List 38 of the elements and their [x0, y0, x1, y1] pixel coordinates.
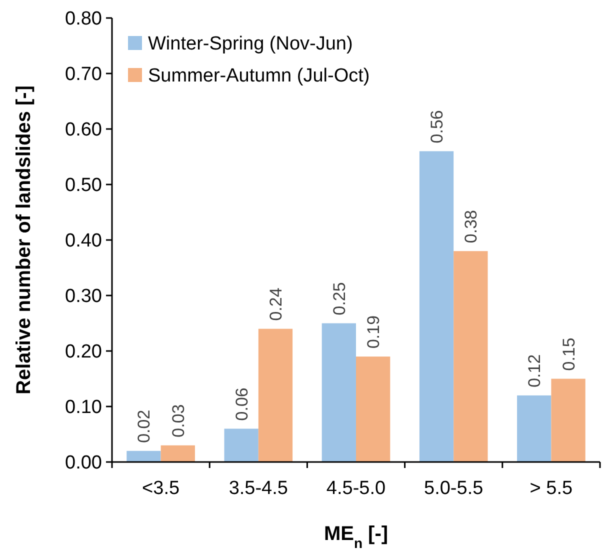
bar: [224, 428, 258, 462]
y-tick-label: 0.20: [65, 342, 102, 363]
bar: [454, 251, 488, 462]
legend-label: Summer-Autumn (Jul-Oct): [148, 66, 370, 87]
bar: [160, 445, 195, 462]
bar: [419, 151, 454, 462]
data-label: 0.03: [168, 404, 188, 438]
x-tick-label: <3.5: [142, 478, 180, 499]
bar: [322, 323, 356, 462]
data-label: 0.15: [559, 338, 578, 371]
bar: [356, 356, 390, 462]
data-label: 0.56: [428, 110, 447, 144]
y-tick-label: 0.00: [65, 452, 102, 474]
data-label: 0.24: [266, 288, 286, 321]
x-tick-label: 5.0-5.5: [424, 478, 484, 499]
x-axis-title: ME$_{n}$ [-]: [324, 523, 388, 551]
bar: [126, 450, 161, 462]
bar: [258, 328, 293, 462]
y-tick-label: 0.10: [65, 397, 102, 418]
x-tick-label: > 5.5: [530, 478, 573, 499]
data-label: 0.06: [232, 388, 252, 421]
y-tick-label: 0.30: [65, 286, 102, 308]
data-label: 0.25: [330, 282, 349, 316]
y-tick-label: 0.60: [65, 120, 102, 141]
data-label: 0.38: [462, 210, 481, 244]
x-tick-label: 4.5-5.0: [326, 478, 386, 499]
y-axis-title: Relative number of landslides [-]: [13, 86, 35, 394]
legend-label: Winter-Spring (Nov-Jun): [148, 34, 353, 55]
x-tick-label: 3.5-4.5: [228, 478, 288, 499]
bar: [517, 395, 552, 462]
y-tick-label: 0.70: [65, 64, 102, 86]
y-tick-label: 0.40: [65, 230, 102, 252]
data-label: 0.02: [134, 410, 154, 443]
data-label: 0.19: [364, 315, 384, 349]
bar: [551, 378, 586, 462]
y-tick-label: 0.50: [65, 175, 102, 196]
data-label: 0.12: [525, 354, 544, 388]
y-tick-label: 0.80: [65, 8, 102, 30]
